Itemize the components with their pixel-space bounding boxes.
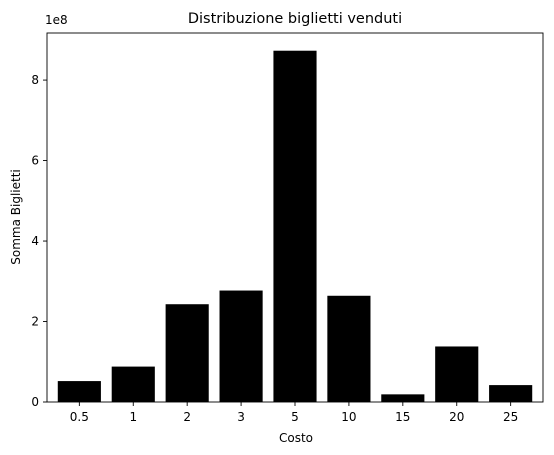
x-tick-label-15: 15: [395, 410, 410, 424]
bar-10: [327, 295, 371, 402]
x-ticks-group: 0.5 1 2 3 5 10 15 20 25: [70, 402, 518, 424]
bar-20: [435, 346, 479, 402]
y-axis-offset-label: 1e8: [45, 13, 68, 27]
x-tick-label-10: 10: [341, 410, 356, 424]
x-tick-label-0.5: 0.5: [70, 410, 89, 424]
bar-1: [111, 366, 155, 402]
bar-2: [165, 304, 209, 402]
chart-title: Distribuzione biglietti venduti: [188, 11, 402, 27]
bar-5: [273, 50, 317, 403]
y-tick-label-0: 0: [31, 395, 39, 409]
y-tick-label-4: 4: [31, 234, 39, 248]
bars-group: [57, 50, 533, 403]
x-tick-label-20: 20: [449, 410, 464, 424]
x-tick-label-25: 25: [503, 410, 518, 424]
x-tick-label-1: 1: [129, 410, 137, 424]
x-tick-label-2: 2: [183, 410, 191, 424]
bar-15: [381, 394, 425, 402]
x-axis-label: Costo: [279, 431, 313, 445]
x-tick-label-3: 3: [237, 410, 245, 424]
bar-25: [489, 385, 533, 402]
y-ticks-group: 0 2 4 6 8: [31, 73, 47, 409]
bar-0.5: [57, 381, 101, 402]
bar-3: [219, 290, 263, 402]
y-tick-label-2: 2: [31, 315, 39, 329]
x-tick-label-5: 5: [291, 410, 299, 424]
y-tick-label-6: 6: [31, 154, 39, 168]
y-tick-label-8: 8: [31, 73, 39, 87]
y-axis-label: Somma Biglietti: [9, 169, 23, 264]
